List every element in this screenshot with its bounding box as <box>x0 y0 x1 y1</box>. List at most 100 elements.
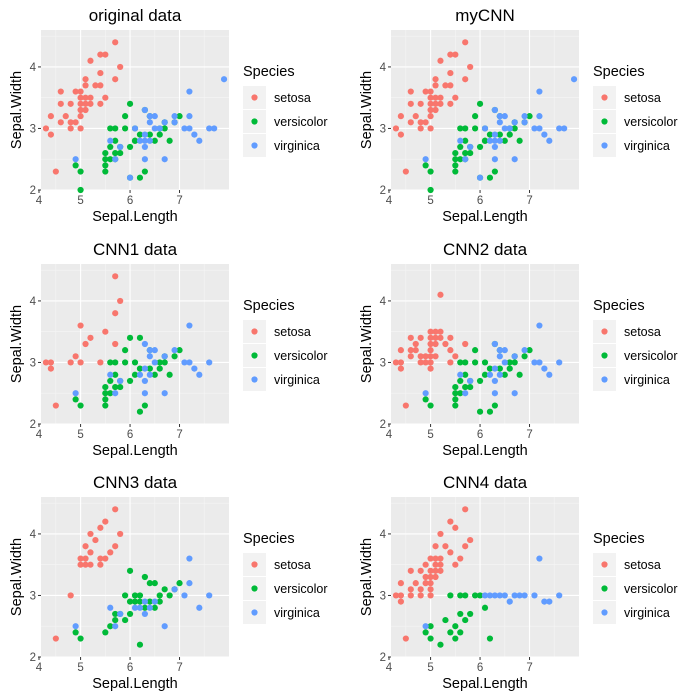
data-point-setosa <box>432 82 439 89</box>
data-point-setosa <box>397 598 404 605</box>
data-point-virginica <box>556 359 563 366</box>
y-tick-label: 2 <box>30 185 36 197</box>
data-point-virginica <box>186 88 193 95</box>
data-point-versicolor <box>496 365 503 372</box>
data-point-versicolor <box>491 402 498 409</box>
chart-title: myCNN <box>455 6 515 25</box>
y-tick-label: 4 <box>30 529 37 541</box>
legend-key-setosa <box>601 328 608 335</box>
data-point-virginica <box>112 623 119 630</box>
legend-label-versicolor: versicolor <box>624 349 678 363</box>
data-point-setosa <box>77 100 84 107</box>
data-point-versicolor <box>476 100 484 107</box>
data-point-setosa <box>102 328 109 335</box>
data-point-versicolor <box>107 390 114 397</box>
data-point-setosa <box>452 94 459 101</box>
data-point-setosa <box>407 347 414 354</box>
data-point-setosa <box>67 100 74 107</box>
data-point-setosa <box>462 39 469 46</box>
data-point-setosa <box>412 113 419 120</box>
data-point-virginica <box>171 347 178 354</box>
data-point-versicolor <box>457 592 464 599</box>
data-point-versicolor <box>102 402 109 409</box>
data-point-setosa <box>417 567 424 574</box>
data-point-setosa <box>77 561 84 568</box>
data-point-virginica <box>146 353 153 360</box>
x-tick-label: 7 <box>526 195 532 207</box>
x-tick-label: 7 <box>526 662 532 674</box>
data-point-versicolor <box>136 641 144 648</box>
y-tick-label: 4 <box>30 296 37 308</box>
chart-title: original data <box>89 6 182 25</box>
data-point-virginica <box>462 390 469 397</box>
data-point-versicolor <box>107 143 114 151</box>
data-point-setosa <box>427 88 434 95</box>
data-point-versicolor <box>476 408 484 415</box>
data-point-virginica <box>506 125 513 132</box>
data-point-setosa <box>437 291 444 298</box>
data-point-setosa <box>452 524 459 531</box>
series-virginica <box>422 555 563 630</box>
legend-title: Species <box>243 298 295 314</box>
data-point-versicolor <box>486 635 494 642</box>
data-point-versicolor <box>131 359 139 366</box>
data-point-virginica <box>501 592 508 599</box>
data-point-virginica <box>536 113 543 120</box>
data-point-versicolor <box>427 186 434 194</box>
data-point-virginica <box>131 125 139 132</box>
chart-panel-4: CNN2 data 4 5 6 7 2 3 4 Sepal.Length Sepal.Width S… <box>359 240 678 459</box>
data-point-versicolor <box>77 168 84 175</box>
data-point-virginica <box>457 371 464 378</box>
data-point-setosa <box>422 119 429 126</box>
data-point-versicolor <box>447 592 454 599</box>
data-point-versicolor <box>506 365 513 372</box>
data-point-virginica <box>486 592 494 599</box>
data-point-versicolor <box>526 113 533 120</box>
data-point-virginica <box>161 156 168 163</box>
data-point-setosa <box>437 57 444 64</box>
data-point-versicolor <box>422 396 429 403</box>
data-point-setosa <box>437 555 444 562</box>
data-point-virginica <box>161 623 168 630</box>
data-point-virginica <box>186 322 193 329</box>
data-point-virginica <box>117 610 124 618</box>
data-point-virginica <box>72 156 79 163</box>
data-point-virginica <box>516 592 523 599</box>
y-tick-label: 2 <box>380 652 386 664</box>
data-point-setosa <box>67 359 74 366</box>
data-point-setosa <box>82 76 89 83</box>
data-point-versicolor <box>126 598 134 605</box>
data-point-setosa <box>462 506 469 513</box>
data-point-setosa <box>82 340 89 348</box>
data-point-virginica <box>536 88 543 95</box>
data-point-setosa <box>427 100 434 107</box>
data-point-virginica <box>501 113 508 120</box>
data-point-versicolor <box>457 629 464 636</box>
data-point-versicolor <box>136 598 144 605</box>
legend-label-versicolor: versicolor <box>274 582 328 596</box>
x-axis-title: Sepal.Length <box>442 209 527 225</box>
data-point-setosa <box>92 82 99 89</box>
data-point-setosa <box>437 94 444 101</box>
data-point-setosa <box>97 359 104 366</box>
legend-key-versicolor <box>251 118 258 125</box>
data-point-virginica <box>141 598 148 605</box>
x-tick-label: 4 <box>386 429 393 441</box>
data-point-versicolor <box>122 125 129 132</box>
data-point-versicolor <box>136 334 144 341</box>
data-point-versicolor <box>72 396 79 403</box>
x-tick-label: 6 <box>127 662 133 674</box>
data-point-setosa <box>462 340 469 348</box>
data-point-versicolor <box>102 156 109 163</box>
data-point-setosa <box>427 573 434 581</box>
legend-key-setosa <box>601 94 608 101</box>
data-point-virginica <box>196 137 203 144</box>
data-point-setosa <box>447 334 454 341</box>
legend-label-virginica: virginica <box>274 606 320 620</box>
data-point-versicolor <box>457 143 464 151</box>
data-point-virginica <box>186 555 193 562</box>
data-point-setosa <box>462 543 469 550</box>
data-point-setosa <box>442 340 449 348</box>
data-point-versicolor <box>462 383 469 391</box>
